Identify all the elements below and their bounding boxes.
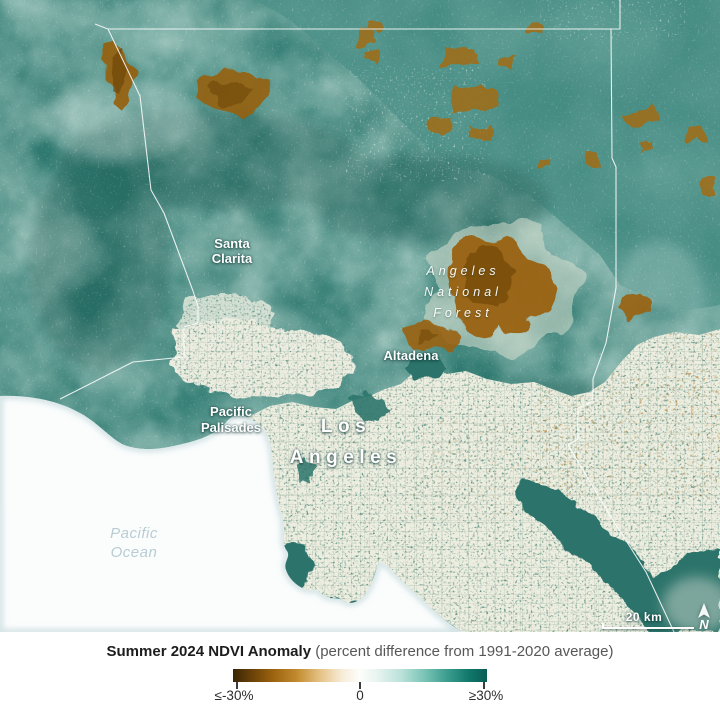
legend-subtitle: (percent difference from 1991-2020 avera… xyxy=(315,643,614,660)
legend-label-mid: 0 xyxy=(356,688,364,703)
legend-label-max: ≥30% xyxy=(468,688,504,703)
east-county-boundary xyxy=(567,28,675,632)
scale-bar-line xyxy=(602,623,694,629)
map-art xyxy=(0,0,720,632)
pacific-ocean-label: Pacific Ocean xyxy=(110,525,158,561)
legend-tick-min xyxy=(236,682,238,689)
agricultural-fields xyxy=(358,22,714,194)
north-county-boundary xyxy=(108,0,621,30)
los-angeles-label: Los Angeles xyxy=(289,416,403,468)
legend: Summer 2024 NDVI Anomaly (percent differ… xyxy=(0,632,720,708)
legend-tick-max xyxy=(483,682,485,689)
scale-bar-label: 20 km xyxy=(625,610,663,624)
legend-title: Summer 2024 NDVI Anomaly xyxy=(106,643,312,660)
north-arrow-icon: N xyxy=(693,603,715,631)
altadena-label: Altadena xyxy=(383,348,439,363)
pacific-palisades-label: Pacific Palisades xyxy=(201,404,261,435)
north-label: N xyxy=(699,617,709,631)
santa-clarita-label: Santa Clarita xyxy=(211,236,253,266)
legend-tick-mid xyxy=(359,682,361,689)
verdugo-hills xyxy=(403,351,448,379)
legend-label-min: ≤-30% xyxy=(214,688,254,703)
puente-chino-hills xyxy=(514,477,688,632)
county-boundary-lines xyxy=(59,0,675,632)
angeles-national-forest-label: Angeles National Forest xyxy=(424,264,502,320)
forest-burn-scar xyxy=(404,219,652,354)
pale-ridge xyxy=(663,577,720,632)
ndvi-anomaly-map: Santa Clarita Angeles National Forest Al… xyxy=(0,0,720,632)
west-county-boundary xyxy=(59,23,199,400)
legend-title-line: Summer 2024 NDVI Anomaly (percent differ… xyxy=(0,643,720,660)
antelope-valley-detail xyxy=(352,0,714,194)
legend-gradient-bar xyxy=(233,669,487,682)
northwest-burn-scars xyxy=(101,36,268,116)
